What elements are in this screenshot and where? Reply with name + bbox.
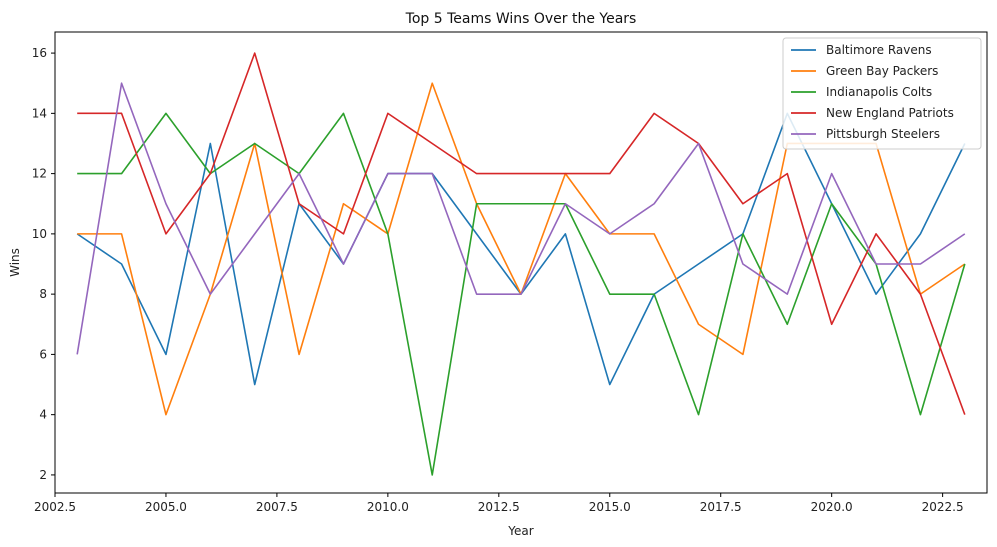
plot-frame [54, 31, 988, 494]
legend-label: Baltimore Ravens [826, 43, 932, 57]
legend-label: New England Patriots [826, 106, 954, 120]
y-axis: 2 4 6 8 10 12 14 16 [32, 46, 55, 482]
x-tick-label: 2005.0 [145, 500, 187, 514]
legend: Baltimore Ravens Green Bay Packers Indiana… [782, 37, 982, 150]
x-tick-label: 2002.5 [34, 500, 76, 514]
series-line-3 [77, 112, 966, 476]
y-tick-label: 8 [39, 287, 47, 301]
y-tick-label: 16 [32, 46, 47, 60]
x-tick-label: 2015.0 [589, 500, 631, 514]
legend-label: Indianapolis Colts [826, 85, 932, 99]
x-tick-label: 2022.5 [922, 500, 964, 514]
x-tick-label: 2017.5 [700, 500, 742, 514]
x-tick-label: 2020.0 [811, 500, 853, 514]
series-line-1 [76, 112, 966, 386]
x-tick-label: 2007.5 [256, 500, 298, 514]
y-tick-label: 12 [32, 167, 47, 181]
legend-label: Green Bay Packers [826, 64, 938, 78]
y-axis-label: Wins [8, 248, 22, 277]
series-line-5 [76, 82, 966, 355]
x-tick-label: 2012.5 [478, 500, 520, 514]
x-axis: 2002.5 2005.0 2007.5 2010.0 2012.5 2015.0 2017… [34, 493, 964, 514]
y-tick-label: 14 [32, 106, 47, 120]
legend-label: Pittsburgh Steelers [826, 127, 940, 141]
y-tick-label: 10 [32, 227, 47, 241]
y-tick-label: 4 [39, 408, 47, 422]
y-tick-label: 6 [39, 347, 47, 361]
x-tick-label: 2010.0 [367, 500, 409, 514]
series-line-4 [77, 52, 966, 415]
chart-title: Top 5 Teams Wins Over the Years [405, 11, 637, 27]
x-axis-label: Year [507, 524, 533, 538]
y-tick-label: 2 [39, 468, 47, 482]
legend-box [782, 37, 982, 150]
